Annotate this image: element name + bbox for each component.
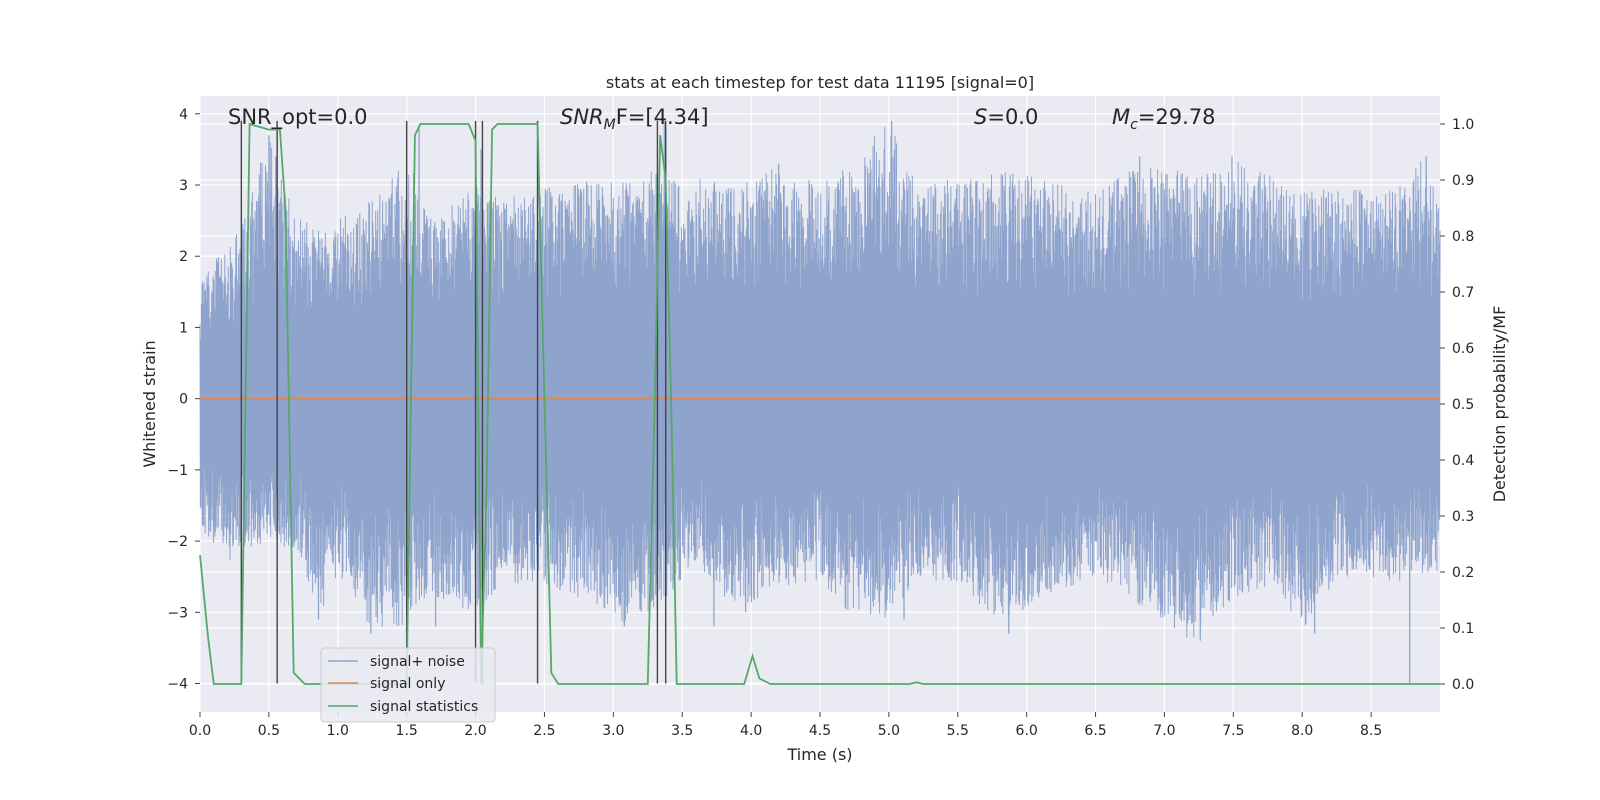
annotation-s-italic: S (974, 105, 987, 129)
x-tick-label: 5.5 (947, 723, 969, 739)
y-left-tick-label: −2 (167, 534, 188, 550)
legend-label-statistics: signal statistics (370, 699, 478, 715)
y-right-tick-label: 0.4 (1452, 453, 1474, 469)
y-left-tick-label: 0 (179, 392, 188, 408)
x-tick-label: 6.0 (1016, 723, 1038, 739)
legend-label-noise: signal+ noise (370, 654, 465, 670)
y-right-tick-label: 0.0 (1452, 677, 1474, 693)
x-tick-label: 8.5 (1360, 723, 1382, 739)
y-left-tick-label: −1 (167, 463, 188, 479)
annotation-snr-mf-rest: F=[4.34] (616, 105, 709, 129)
signal-statistics-line (199, 122, 1440, 685)
y-left-tick-label: 1 (179, 320, 188, 336)
x-axis-ticks: 0.0 0.5 1.0 1.5 2.0 2.5 3.0 3.5 4.0 4.5 5.0 5.5 6.0 6… (189, 712, 1382, 739)
x-tick-label: 3.0 (602, 723, 624, 739)
x-tick-label: 1.5 (396, 723, 418, 739)
y-axis-left-ticks: 4 3 2 1 0 −1 −2 −3 −4 (167, 107, 200, 693)
y-right-tick-label: 0.1 (1452, 621, 1474, 637)
y-right-tick-label: 0.9 (1452, 173, 1474, 189)
legend-label-signal: signal only (370, 676, 445, 692)
annotation-mc-sub: c (1130, 117, 1138, 133)
y-right-tick-label: 0.3 (1452, 509, 1474, 525)
chart-title: stats at each timestep for test data 111… (606, 73, 1034, 92)
x-tick-label: 5.0 (878, 723, 900, 739)
x-tick-label: 4.5 (809, 723, 831, 739)
y-right-tick-label: 0.7 (1452, 285, 1474, 301)
x-tick-label: 2.0 (464, 723, 486, 739)
annotation-mc-rest: =29.78 (1138, 105, 1216, 129)
x-tick-label: 0.0 (189, 723, 211, 739)
x-tick-label: 6.5 (1084, 723, 1106, 739)
y-right-tick-label: 1.0 (1452, 117, 1474, 133)
annotation-mc-italic: M (1112, 105, 1130, 129)
annotation-snr-mf-italic: SNR (560, 105, 604, 129)
y-axis-right-label: Detection probability/MF (1490, 306, 1509, 503)
x-tick-label: 4.0 (740, 723, 762, 739)
annotation-snr-opt: SNR_opt=0.0 (228, 105, 368, 130)
x-tick-label: 2.5 (533, 723, 555, 739)
x-tick-label: 0.5 (258, 723, 280, 739)
y-left-tick-label: −4 (167, 677, 188, 693)
x-tick-label: 7.5 (1222, 723, 1244, 739)
x-axis-label: Time (s) (786, 745, 852, 764)
annotation-s-rest: =0.0 (987, 105, 1038, 129)
y-axis-left-label: Whitened strain (140, 340, 159, 467)
y-left-tick-label: 2 (179, 249, 188, 265)
y-left-tick-label: −3 (167, 605, 188, 621)
y-left-tick-label: 4 (179, 107, 188, 123)
legend: signal+ noise signal only signal statist… (320, 647, 496, 723)
x-tick-label: 8.0 (1291, 723, 1313, 739)
y-right-tick-label: 0.5 (1452, 397, 1474, 413)
y-axis-right-ticks: 1.0 0.9 0.8 0.7 0.6 0.5 0.4 0.3 0.2 0.1 0.0 (1440, 117, 1474, 693)
y-left-tick-label: 3 (179, 178, 188, 194)
annotation-s: S=0.0 (974, 105, 1038, 129)
x-tick-label: 3.5 (671, 723, 693, 739)
x-tick-label: 1.0 (327, 723, 349, 739)
annotation-snr-mf-sub: M (604, 117, 616, 133)
annotation-mc: Mc=29.78 (1112, 105, 1216, 133)
signal-statistics-series (199, 122, 1440, 685)
annotation-snr-mf: SNRMF=[4.34] (560, 105, 709, 133)
y-right-tick-label: 0.2 (1452, 565, 1474, 581)
legend-box (320, 647, 496, 723)
x-tick-label: 7.0 (1153, 723, 1175, 739)
y-right-tick-label: 0.8 (1452, 229, 1474, 245)
y-right-tick-label: 0.6 (1452, 341, 1474, 357)
